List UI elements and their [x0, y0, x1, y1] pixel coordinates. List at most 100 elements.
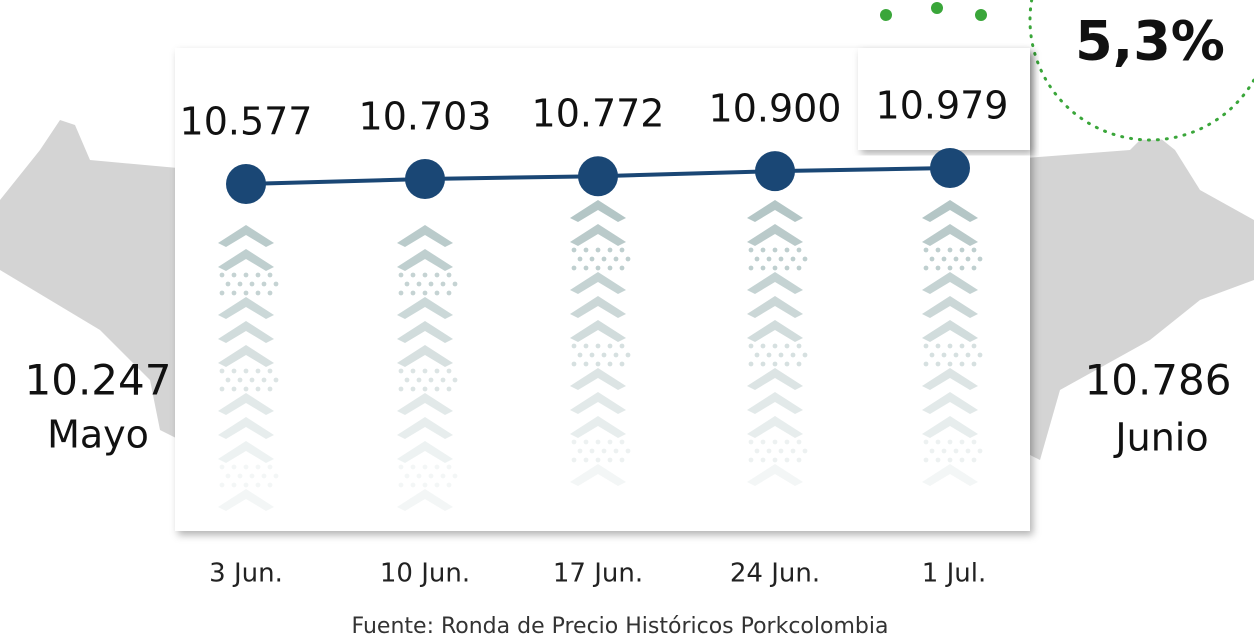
dot — [620, 248, 625, 253]
dot — [447, 273, 452, 278]
dot — [614, 449, 619, 454]
dot — [447, 291, 452, 296]
source: Fuente: Ronda de Precio Históricos Porkc… — [352, 614, 889, 639]
dot — [797, 248, 802, 253]
value-label: 10.703 — [359, 94, 492, 138]
dot — [761, 248, 766, 253]
dot — [435, 387, 440, 392]
value-label: 10.979 — [876, 84, 1009, 128]
dot — [399, 387, 404, 392]
dot — [791, 257, 796, 262]
dot — [924, 362, 929, 367]
dot — [447, 465, 452, 470]
right-summary-value: 10.786 — [1085, 356, 1232, 405]
dot — [791, 353, 796, 358]
dot — [584, 458, 589, 463]
dot — [948, 266, 953, 271]
dot — [399, 273, 404, 278]
dot — [755, 257, 760, 262]
dot — [268, 483, 273, 488]
dot — [423, 387, 428, 392]
dot — [924, 440, 929, 445]
dot — [620, 344, 625, 349]
dot — [602, 257, 607, 262]
dot — [411, 369, 416, 374]
dot — [620, 458, 625, 463]
dot — [220, 483, 225, 488]
dot — [411, 387, 416, 392]
x-tick-label: 1 Jul. — [922, 559, 986, 589]
dot — [435, 291, 440, 296]
dot — [596, 266, 601, 271]
dot — [447, 369, 452, 374]
dot — [755, 353, 760, 358]
dot — [268, 273, 273, 278]
dot — [749, 248, 754, 253]
dot — [960, 344, 965, 349]
dot — [584, 440, 589, 445]
dot — [972, 440, 977, 445]
dot — [767, 257, 772, 262]
dot — [749, 458, 754, 463]
left-summary-label: Mayo — [47, 413, 149, 457]
dot — [256, 483, 261, 488]
dot — [797, 266, 802, 271]
dot — [761, 440, 766, 445]
dot — [256, 387, 261, 392]
infographic: 5,3% 10.5773 Jun.10.70310 Jun.10.77217 J… — [0, 0, 1254, 641]
dot — [620, 362, 625, 367]
dot — [411, 465, 416, 470]
dot — [435, 465, 440, 470]
dot — [250, 474, 255, 479]
right-summary-label: Junio — [1113, 416, 1208, 460]
dot — [924, 248, 929, 253]
dot — [244, 369, 249, 374]
dot — [435, 273, 440, 278]
dot — [411, 273, 416, 278]
dot — [960, 248, 965, 253]
dot — [960, 266, 965, 271]
x-tick-label: 10 Jun. — [380, 559, 470, 589]
dot — [930, 257, 935, 262]
dot — [936, 248, 941, 253]
dot — [773, 362, 778, 367]
dot — [250, 378, 255, 383]
dot — [749, 266, 754, 271]
dot — [244, 465, 249, 470]
dot — [590, 353, 595, 358]
dot — [761, 344, 766, 349]
dot — [220, 465, 225, 470]
dot — [948, 440, 953, 445]
dot — [226, 378, 231, 383]
dot — [405, 282, 410, 287]
dot — [244, 483, 249, 488]
dot — [572, 362, 577, 367]
dot — [232, 483, 237, 488]
dot — [767, 449, 772, 454]
dot — [244, 273, 249, 278]
dot — [238, 378, 243, 383]
dot — [626, 257, 631, 262]
dot — [429, 474, 434, 479]
dot — [936, 266, 941, 271]
change-value: 5,3% — [1075, 10, 1225, 73]
dot — [578, 449, 583, 454]
dot — [417, 378, 422, 383]
dot — [572, 440, 577, 445]
dot — [256, 273, 261, 278]
dot — [399, 465, 404, 470]
dot — [596, 344, 601, 349]
x-tick-label: 24 Jun. — [730, 559, 820, 589]
dot — [773, 440, 778, 445]
dot — [232, 369, 237, 374]
dot — [226, 282, 231, 287]
dot — [596, 440, 601, 445]
dot — [960, 362, 965, 367]
x-tick-label: 17 Jun. — [553, 559, 643, 589]
dot — [785, 440, 790, 445]
dot — [262, 282, 267, 287]
dot — [948, 248, 953, 253]
dot — [232, 465, 237, 470]
dot — [274, 282, 279, 287]
dot — [596, 458, 601, 463]
